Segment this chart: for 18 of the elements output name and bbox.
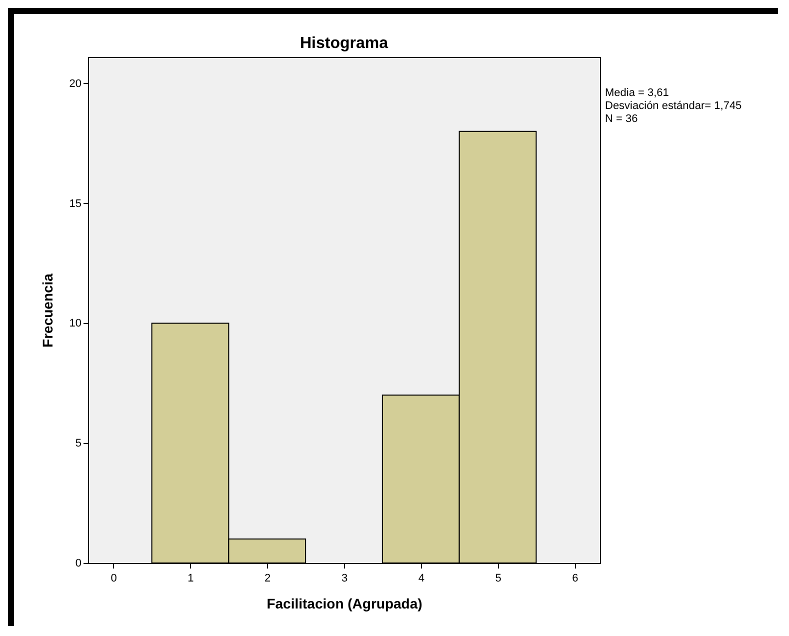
y-tick-label: 15: [69, 198, 82, 210]
text: Desviación estándar= 1,745: [605, 100, 742, 112]
x-tick-label: 6: [572, 572, 578, 584]
x-tick-label: 3: [341, 572, 348, 584]
chart-title: Histograma: [300, 35, 388, 52]
y-tick-label: 20: [69, 78, 82, 90]
text: N = 36: [605, 113, 638, 125]
x-tick-label: 4: [418, 572, 424, 584]
y-tick-label: 10: [69, 318, 82, 330]
y-tick-label: 0: [75, 558, 82, 570]
x-tick-label: 1: [188, 572, 194, 584]
x-axis-title: Facilitacion (Agrupada): [266, 596, 422, 612]
x-tick-label: 2: [264, 572, 271, 584]
x-tick-label: 0: [110, 572, 117, 584]
text: Media = 3,61: [605, 87, 669, 99]
y-tick-label: 5: [75, 438, 82, 450]
x-tick-label: 5: [495, 572, 502, 584]
y-axis-title: Frecuencia: [39, 273, 56, 348]
